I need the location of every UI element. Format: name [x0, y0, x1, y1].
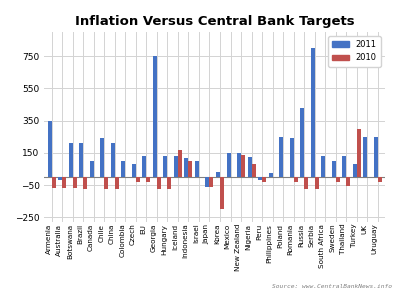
Bar: [346, 177, 350, 186]
Bar: [111, 143, 115, 177]
Bar: [153, 56, 157, 177]
Bar: [374, 137, 378, 177]
Bar: [136, 177, 140, 182]
Bar: [357, 129, 361, 177]
Bar: [174, 156, 178, 177]
Bar: [363, 137, 367, 177]
Bar: [336, 177, 340, 182]
Title: Inflation Versus Central Bank Targets: Inflation Versus Central Bank Targets: [75, 15, 354, 28]
Bar: [216, 172, 220, 177]
Bar: [73, 177, 77, 188]
Bar: [52, 177, 56, 188]
Bar: [378, 177, 382, 182]
Bar: [62, 177, 66, 188]
Bar: [268, 173, 272, 177]
Bar: [237, 153, 241, 177]
Bar: [310, 48, 314, 177]
Bar: [279, 137, 283, 177]
Bar: [142, 156, 146, 177]
Bar: [195, 161, 199, 177]
Bar: [300, 108, 304, 177]
Bar: [132, 164, 136, 177]
Legend: 2011, 2010: 2011, 2010: [328, 36, 381, 67]
Bar: [226, 153, 230, 177]
Bar: [290, 138, 294, 177]
Bar: [164, 156, 168, 177]
Bar: [48, 121, 52, 177]
Bar: [294, 177, 298, 182]
Bar: [188, 161, 192, 177]
Bar: [168, 177, 172, 189]
Bar: [241, 154, 245, 177]
Bar: [353, 164, 357, 177]
Bar: [146, 177, 150, 182]
Bar: [252, 164, 256, 177]
Bar: [332, 161, 336, 177]
Bar: [178, 150, 182, 177]
Bar: [258, 177, 262, 180]
Bar: [90, 161, 94, 177]
Bar: [314, 177, 318, 189]
Bar: [248, 157, 252, 177]
Text: Source: www.CentralBankNews.info: Source: www.CentralBankNews.info: [272, 284, 392, 289]
Bar: [100, 138, 104, 177]
Bar: [206, 177, 210, 187]
Bar: [69, 143, 73, 177]
Bar: [321, 156, 325, 177]
Bar: [304, 177, 308, 189]
Bar: [83, 177, 87, 189]
Bar: [262, 177, 266, 182]
Bar: [210, 177, 214, 187]
Bar: [342, 156, 346, 177]
Bar: [79, 143, 83, 177]
Bar: [122, 161, 126, 177]
Bar: [58, 177, 62, 180]
Bar: [157, 177, 161, 189]
Bar: [220, 177, 224, 209]
Bar: [104, 177, 108, 189]
Bar: [184, 158, 188, 177]
Bar: [115, 177, 119, 189]
